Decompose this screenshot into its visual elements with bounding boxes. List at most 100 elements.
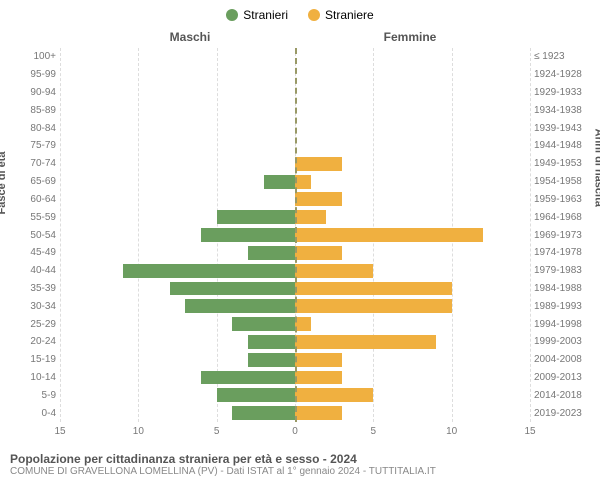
y-axis-label-left: Fasce di età [0, 152, 8, 215]
legend-item-male: Stranieri [226, 8, 288, 22]
bar-female [295, 157, 342, 171]
bar-half-male [60, 192, 295, 206]
bar-male [217, 388, 295, 402]
age-label: 75-79 [16, 140, 56, 151]
bar-half-male [60, 68, 295, 82]
bar-half-female [295, 299, 530, 313]
age-label: 15-19 [16, 354, 56, 365]
bar-female [295, 264, 373, 278]
bar-half-male [60, 264, 295, 278]
bar-half-male [60, 210, 295, 224]
x-tick: 0 [292, 426, 298, 437]
gridline [530, 48, 531, 422]
legend-item-female: Straniere [308, 8, 374, 22]
bar-male [123, 264, 295, 278]
bar-half-male [60, 121, 295, 135]
chart-container: Maschi Femmine Fasce di età Anni di nasc… [0, 30, 600, 450]
chart-subtitle: COMUNE DI GRAVELLONA LOMELLINA (PV) - Da… [10, 466, 590, 477]
age-label: 70-74 [16, 158, 56, 169]
age-label: 85-89 [16, 105, 56, 116]
x-axis: 15105051015 [60, 426, 530, 442]
bar-half-female [295, 353, 530, 367]
bar-half-male [60, 86, 295, 100]
bar-half-female [295, 317, 530, 331]
bar-half-male [60, 175, 295, 189]
bar-male [248, 353, 295, 367]
age-label: 0-4 [16, 408, 56, 419]
x-tick: 5 [214, 426, 220, 437]
bar-half-male [60, 299, 295, 313]
bar-half-female [295, 192, 530, 206]
bar-half-male [60, 335, 295, 349]
age-label: 55-59 [16, 212, 56, 223]
bar-half-female [295, 388, 530, 402]
x-tick: 10 [446, 426, 457, 437]
bar-half-male [60, 139, 295, 153]
bar-half-female [295, 157, 530, 171]
birth-year-label: 1989-1993 [534, 301, 590, 312]
bar-half-female [295, 246, 530, 260]
bar-male [201, 371, 295, 385]
age-label: 45-49 [16, 247, 56, 258]
age-label: 90-94 [16, 87, 56, 98]
bar-male [248, 335, 295, 349]
bar-female [295, 406, 342, 420]
bar-female [295, 371, 342, 385]
bar-female [295, 388, 373, 402]
bar-female [295, 210, 326, 224]
age-label: 80-84 [16, 123, 56, 134]
bar-half-male [60, 406, 295, 420]
bar-half-female [295, 210, 530, 224]
birth-year-label: 1939-1943 [534, 123, 590, 134]
bar-half-female [295, 68, 530, 82]
legend: Stranieri Straniere [0, 0, 600, 30]
bar-male [217, 210, 295, 224]
header-male: Maschi [80, 30, 300, 44]
legend-swatch-male [226, 9, 238, 21]
bar-half-female [295, 371, 530, 385]
birth-year-label: 1969-1973 [534, 230, 590, 241]
bar-male [264, 175, 295, 189]
bar-half-male [60, 103, 295, 117]
bar-half-female [295, 282, 530, 296]
bar-female [295, 228, 483, 242]
x-tick: 5 [371, 426, 377, 437]
birth-year-label: 1974-1978 [534, 247, 590, 258]
birth-year-label: 2009-2013 [534, 372, 590, 383]
bar-half-female [295, 103, 530, 117]
x-tick: 15 [54, 426, 65, 437]
age-label: 10-14 [16, 372, 56, 383]
bar-half-female [295, 264, 530, 278]
plot-area: 100+≤ 192395-991924-192890-941929-193385… [60, 48, 530, 422]
age-label: 40-44 [16, 265, 56, 276]
bar-male [201, 228, 295, 242]
bar-half-male [60, 371, 295, 385]
birth-year-label: 2014-2018 [534, 390, 590, 401]
gender-headers: Maschi Femmine [80, 30, 520, 44]
bar-half-female [295, 228, 530, 242]
bar-half-male [60, 317, 295, 331]
bar-male [170, 282, 295, 296]
x-tick: 15 [524, 426, 535, 437]
bar-half-female [295, 86, 530, 100]
bar-half-female [295, 335, 530, 349]
age-label: 65-69 [16, 176, 56, 187]
birth-year-label: 1999-2003 [534, 336, 590, 347]
birth-year-label: 1964-1968 [534, 212, 590, 223]
bar-half-female [295, 406, 530, 420]
birth-year-label: 2004-2008 [534, 354, 590, 365]
birth-year-label: 1944-1948 [534, 140, 590, 151]
footer: Popolazione per cittadinanza straniera p… [0, 450, 600, 483]
bar-female [295, 175, 311, 189]
bar-female [295, 299, 452, 313]
birth-year-label: 1949-1953 [534, 158, 590, 169]
birth-year-label: 1954-1958 [534, 176, 590, 187]
bar-half-male [60, 246, 295, 260]
bar-male [185, 299, 295, 313]
x-tick: 10 [133, 426, 144, 437]
bar-half-male [60, 353, 295, 367]
age-label: 35-39 [16, 283, 56, 294]
age-label: 20-24 [16, 336, 56, 347]
bar-half-female [295, 139, 530, 153]
age-label: 60-64 [16, 194, 56, 205]
